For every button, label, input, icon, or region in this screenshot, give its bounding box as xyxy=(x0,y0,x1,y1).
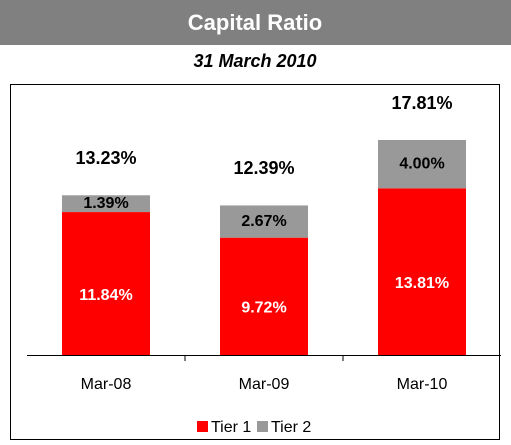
value-label: 11.84% xyxy=(79,287,132,304)
legend-swatch xyxy=(257,421,268,432)
value-label: 9.72% xyxy=(241,300,286,317)
x-tick-label: Mar-10 xyxy=(397,376,448,393)
x-tick-label: Mar-08 xyxy=(81,376,132,393)
chart-title: Capital Ratio xyxy=(188,10,322,35)
total-label: 12.39% xyxy=(233,158,294,178)
value-label: 1.39% xyxy=(83,195,128,212)
bar-segment xyxy=(220,237,308,355)
value-label: 13.81% xyxy=(395,275,449,292)
title-bar xyxy=(0,0,511,45)
legend-label: Tier 1 xyxy=(211,419,251,436)
value-label: 2.67% xyxy=(241,213,286,230)
plot-frame xyxy=(10,84,500,440)
total-label: 13.23% xyxy=(75,148,136,168)
legend-swatch xyxy=(197,421,208,432)
chart-subtitle: 31 March 2010 xyxy=(193,51,316,71)
bar-segment xyxy=(220,205,308,238)
x-tick-label: Mar-09 xyxy=(239,376,290,393)
value-label: 4.00% xyxy=(399,155,444,172)
bar-segment xyxy=(378,188,466,355)
bar-segment xyxy=(62,212,150,355)
bar-segment xyxy=(378,140,466,189)
legend-label: Tier 2 xyxy=(271,419,311,436)
total-label: 17.81% xyxy=(391,93,452,113)
bar-segment xyxy=(62,195,150,213)
